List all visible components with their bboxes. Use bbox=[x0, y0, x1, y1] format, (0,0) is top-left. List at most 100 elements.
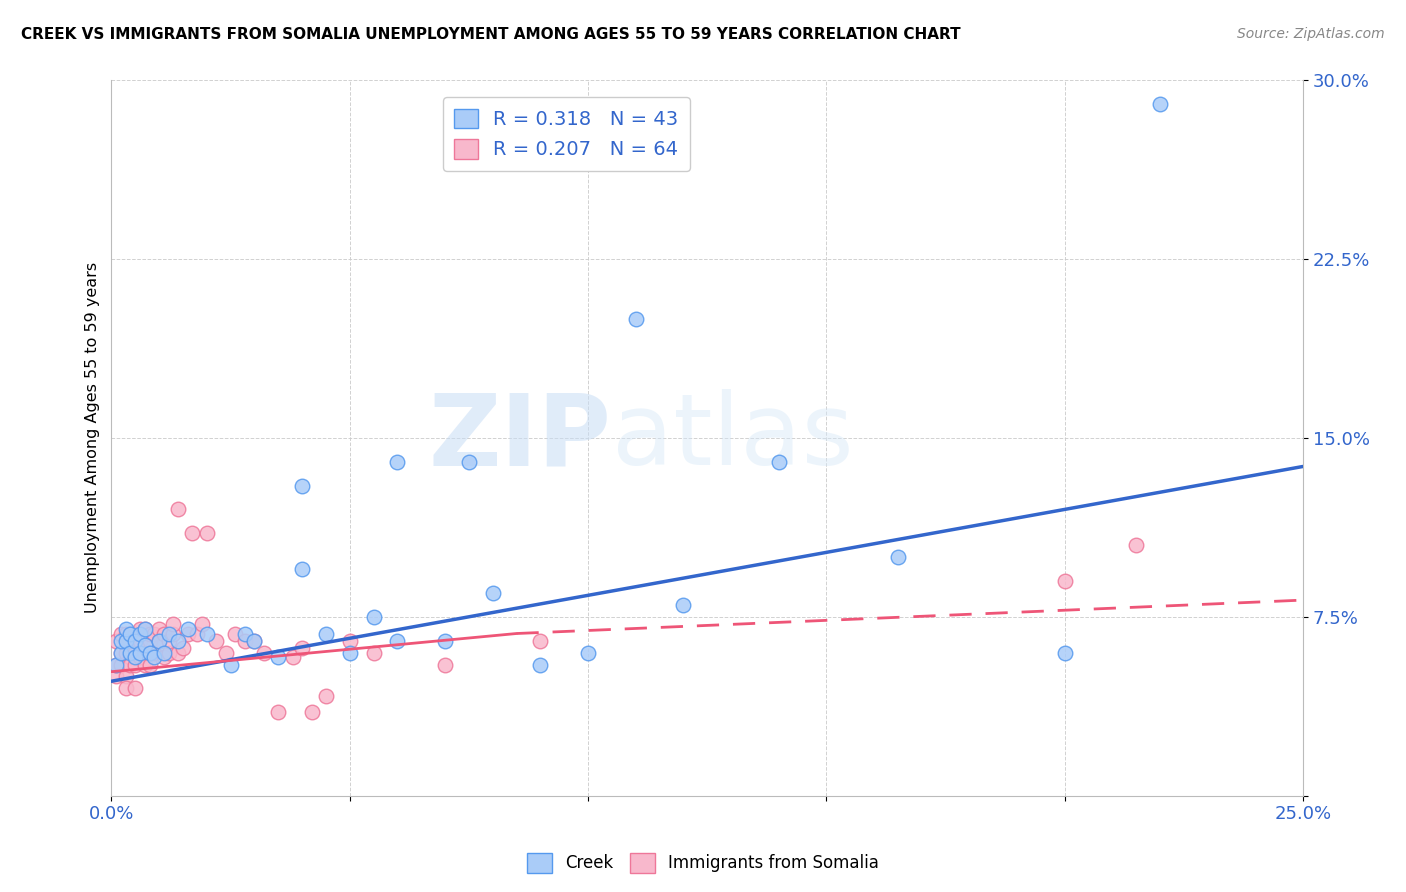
Point bbox=[162, 617, 184, 632]
Point bbox=[124, 633, 146, 648]
Point bbox=[134, 622, 156, 636]
Point bbox=[434, 633, 457, 648]
Point bbox=[167, 646, 190, 660]
Point bbox=[124, 633, 146, 648]
Point bbox=[148, 633, 170, 648]
Point bbox=[120, 633, 142, 648]
Point bbox=[105, 669, 128, 683]
Text: atlas: atlas bbox=[612, 390, 853, 486]
Point bbox=[267, 705, 290, 719]
Point bbox=[124, 657, 146, 672]
Point bbox=[143, 650, 166, 665]
Point bbox=[387, 455, 409, 469]
Point bbox=[120, 646, 142, 660]
Point bbox=[215, 646, 238, 660]
Point bbox=[110, 646, 132, 660]
Point bbox=[124, 626, 146, 640]
Point bbox=[114, 633, 136, 648]
Point bbox=[434, 657, 457, 672]
Point bbox=[129, 626, 152, 640]
Point bbox=[120, 626, 142, 640]
Point bbox=[624, 311, 647, 326]
Point bbox=[110, 657, 132, 672]
Point bbox=[134, 646, 156, 660]
Point bbox=[291, 640, 314, 655]
Point bbox=[157, 633, 180, 648]
Point bbox=[138, 646, 160, 660]
Point bbox=[138, 626, 160, 640]
Point bbox=[143, 646, 166, 660]
Point bbox=[195, 526, 218, 541]
Point bbox=[1125, 538, 1147, 552]
Point bbox=[267, 650, 290, 665]
Point bbox=[114, 622, 136, 636]
Point bbox=[233, 633, 256, 648]
Point bbox=[481, 586, 503, 600]
Legend: Creek, Immigrants from Somalia: Creek, Immigrants from Somalia bbox=[520, 847, 886, 880]
Point bbox=[768, 455, 790, 469]
Point bbox=[576, 646, 599, 660]
Point bbox=[1149, 96, 1171, 111]
Point bbox=[134, 639, 156, 653]
Point bbox=[672, 598, 695, 612]
Point bbox=[195, 626, 218, 640]
Point bbox=[1053, 646, 1076, 660]
Point bbox=[110, 633, 132, 648]
Point bbox=[172, 640, 194, 655]
Point bbox=[134, 622, 156, 636]
Point bbox=[186, 626, 208, 640]
Point bbox=[363, 609, 385, 624]
Point bbox=[129, 622, 152, 636]
Point bbox=[148, 622, 170, 636]
Point bbox=[176, 622, 198, 636]
Point bbox=[253, 646, 276, 660]
Point bbox=[105, 657, 128, 672]
Point bbox=[129, 650, 152, 665]
Point bbox=[205, 633, 228, 648]
Point bbox=[153, 650, 176, 665]
Point bbox=[120, 650, 142, 665]
Point bbox=[291, 478, 314, 492]
Point bbox=[243, 633, 266, 648]
Point bbox=[129, 633, 152, 648]
Point bbox=[129, 646, 152, 660]
Text: ZIP: ZIP bbox=[429, 390, 612, 486]
Point bbox=[181, 526, 204, 541]
Point bbox=[138, 646, 160, 660]
Point bbox=[233, 626, 256, 640]
Point bbox=[162, 626, 184, 640]
Point bbox=[114, 626, 136, 640]
Point bbox=[243, 633, 266, 648]
Point bbox=[315, 626, 337, 640]
Point bbox=[457, 455, 479, 469]
Point bbox=[114, 646, 136, 660]
Text: CREEK VS IMMIGRANTS FROM SOMALIA UNEMPLOYMENT AMONG AGES 55 TO 59 YEARS CORRELAT: CREEK VS IMMIGRANTS FROM SOMALIA UNEMPLO… bbox=[21, 27, 960, 42]
Point bbox=[157, 626, 180, 640]
Point bbox=[124, 650, 146, 665]
Point bbox=[224, 626, 246, 640]
Point bbox=[167, 633, 190, 648]
Point bbox=[148, 633, 170, 648]
Point bbox=[138, 657, 160, 672]
Point bbox=[339, 646, 361, 660]
Point bbox=[105, 657, 128, 672]
Point bbox=[529, 633, 551, 648]
Point bbox=[114, 681, 136, 696]
Point bbox=[363, 646, 385, 660]
Point bbox=[529, 657, 551, 672]
Point bbox=[114, 669, 136, 683]
Point bbox=[191, 617, 214, 632]
Point bbox=[153, 626, 176, 640]
Legend: R = 0.318   N = 43, R = 0.207   N = 64: R = 0.318 N = 43, R = 0.207 N = 64 bbox=[443, 97, 690, 171]
Y-axis label: Unemployment Among Ages 55 to 59 years: Unemployment Among Ages 55 to 59 years bbox=[86, 262, 100, 614]
Point bbox=[887, 550, 910, 565]
Point bbox=[120, 626, 142, 640]
Text: Source: ZipAtlas.com: Source: ZipAtlas.com bbox=[1237, 27, 1385, 41]
Point bbox=[1053, 574, 1076, 588]
Point bbox=[138, 633, 160, 648]
Point bbox=[105, 633, 128, 648]
Point bbox=[301, 705, 323, 719]
Point bbox=[143, 626, 166, 640]
Point bbox=[315, 689, 337, 703]
Point bbox=[124, 646, 146, 660]
